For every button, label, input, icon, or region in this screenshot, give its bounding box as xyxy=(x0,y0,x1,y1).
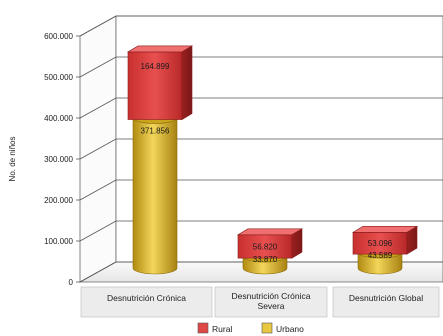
y-tick-label: 200.000 xyxy=(44,196,73,205)
category-box xyxy=(214,286,328,318)
category-label: Desnutrición Global xyxy=(349,293,423,303)
y-tick-label: 100.000 xyxy=(44,237,73,246)
gridline xyxy=(79,179,443,201)
rural-bar-side xyxy=(181,45,193,121)
gridline xyxy=(79,56,443,78)
legend-label-urbano: Urbano xyxy=(276,324,304,334)
y-tick-label: 400.000 xyxy=(44,114,73,123)
category-box xyxy=(80,286,213,318)
rural-bar-top xyxy=(236,228,304,236)
gridline xyxy=(79,138,443,160)
rural-data-label: 164.899 xyxy=(141,62,170,71)
legend-swatch-rural xyxy=(197,322,209,334)
gridline xyxy=(79,15,443,37)
urbano-data-label: 371.856 xyxy=(141,127,170,136)
y-tick-label: 500.000 xyxy=(44,73,73,82)
y-tick-label: 600.000 xyxy=(44,32,73,41)
y-tick-label: 0 xyxy=(69,278,74,287)
legend-label-rural: Rural xyxy=(212,324,232,334)
gridline xyxy=(79,220,443,242)
gridline xyxy=(79,97,443,119)
y-tick-label: 300.000 xyxy=(44,155,73,164)
category-label: Severa xyxy=(258,301,285,311)
category-label: Desnutrición Crónica xyxy=(232,291,311,301)
rural-bar-top xyxy=(351,226,419,233)
legend-swatch-urbano xyxy=(261,322,273,334)
rural-bar-top xyxy=(126,45,194,53)
rural-bar-side xyxy=(291,228,303,259)
urbano-bar xyxy=(132,117,178,275)
rural-bar xyxy=(127,51,183,120)
urbano-data-label: 43.589 xyxy=(368,251,393,260)
rural-data-label: 56.820 xyxy=(253,242,278,251)
rural-data-label: 53.096 xyxy=(368,239,393,248)
urbano-data-label: 33.870 xyxy=(253,255,278,264)
y-axis-label: No. de niños xyxy=(8,137,17,182)
category-label: Desnutrición Crónica xyxy=(107,293,186,303)
rural-bar-side xyxy=(406,225,418,255)
gridline xyxy=(79,261,443,283)
category-box xyxy=(332,286,440,318)
